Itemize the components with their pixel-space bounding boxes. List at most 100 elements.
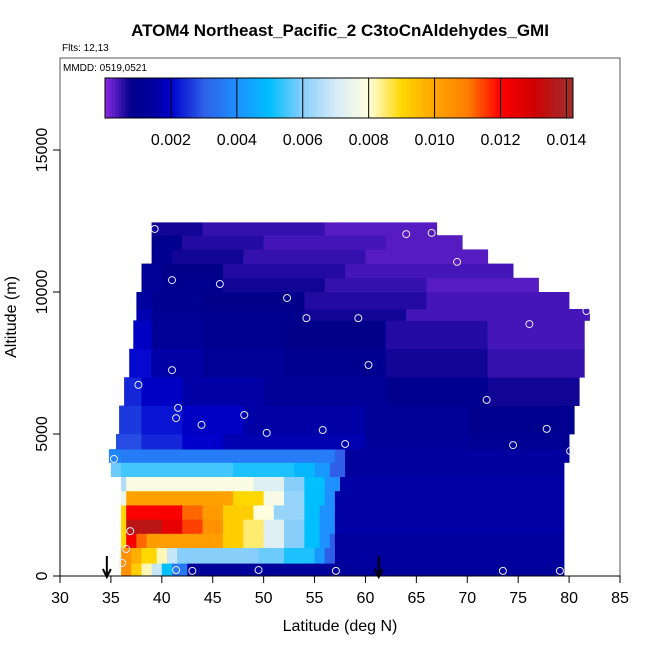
colorbar-segment (222, 78, 226, 118)
observation-point (354, 314, 363, 323)
colorbar-segment (195, 78, 200, 118)
colorbar-segment (395, 78, 400, 118)
heatmap-cell (314, 547, 326, 564)
heatmap-cell (222, 533, 244, 548)
observation-point (254, 566, 263, 575)
heatmap-cell (222, 434, 366, 450)
colorbar-segment (265, 78, 270, 118)
x-tick-label: 70 (458, 590, 476, 607)
colorbar-segment (526, 78, 530, 118)
colorbar-segment (288, 78, 293, 118)
observation-point (262, 428, 271, 437)
colorbar-segment (566, 78, 571, 118)
colorbar-segment (462, 78, 467, 118)
heatmap-cell (151, 348, 203, 378)
heatmap-cell (319, 533, 331, 548)
colorbar-segment (258, 78, 263, 118)
heatmap-cell (258, 547, 285, 564)
colorbar-segment (362, 78, 367, 118)
observation-point (168, 366, 176, 375)
colorbar-segment (429, 78, 434, 118)
heatmap-cell (243, 249, 366, 264)
colorbar-segment (168, 78, 173, 118)
colorbar-segment (425, 78, 430, 118)
colorbar-segment (121, 78, 126, 118)
heatmap-cell (233, 462, 295, 477)
colorbar-segment (399, 78, 403, 118)
heatmap-cell (161, 263, 224, 279)
heatmap-cell (161, 563, 173, 577)
colorbar-segment (536, 78, 540, 118)
colorbar-segment (292, 78, 296, 118)
heatmap-cell (426, 292, 570, 310)
heatmap-cell (304, 519, 321, 534)
heatmap-cell (116, 434, 142, 450)
colorbar-segment (563, 78, 567, 118)
observation-point (453, 257, 462, 266)
colorbar-segment (282, 78, 286, 118)
observation-point (118, 558, 127, 567)
heatmap-cell (324, 547, 336, 564)
colorbar-segment (435, 78, 440, 118)
flight-arrows (101, 556, 384, 580)
heatmap-cell (487, 377, 580, 406)
colorbar-tick-label: 0.010 (415, 132, 455, 149)
heatmap-cell (151, 235, 183, 250)
colorbar-segment (242, 78, 246, 118)
colorbar-segment (312, 78, 317, 118)
heatmap-cell (284, 320, 387, 350)
colorbar-frame (104, 77, 574, 119)
colorbar-segment (181, 78, 186, 118)
colorbar-segment (191, 78, 196, 118)
colorbar-segment (482, 78, 487, 118)
heatmap-cell (131, 563, 142, 577)
heatmap-cell (304, 533, 321, 548)
colorbar-segment (178, 78, 183, 118)
colorbar-segment (201, 78, 206, 118)
colorbar-segment (342, 78, 347, 118)
heatmap-cell (253, 476, 285, 492)
colorbar-segment (329, 78, 333, 118)
colorbar-segment (446, 78, 450, 118)
observation-point (215, 280, 224, 289)
observation-point (566, 447, 575, 456)
heatmap-cell (202, 505, 224, 520)
heatmap-cell (487, 320, 585, 350)
heatmap-cell (243, 519, 265, 534)
colorbar-tick-label: 0.004 (217, 132, 257, 149)
heatmap-cell (345, 263, 514, 279)
x-tick-label: 65 (407, 590, 425, 607)
heatmap-cell (141, 277, 163, 293)
colorbar-segment (332, 78, 337, 118)
heatmap-cell (151, 563, 163, 577)
heatmap-cell (202, 320, 285, 350)
colorbar-segment (228, 78, 233, 118)
heatmap-cell (133, 320, 152, 350)
heatmap-cell (126, 533, 137, 548)
heatmap-cell (136, 309, 153, 321)
chart-title: ATOM4 Northeast_Pacific_2 C3toCnAldehyde… (131, 21, 549, 40)
heatmap-cell (304, 490, 326, 506)
colorbar-segment (476, 78, 480, 118)
heatmap-cell (365, 249, 489, 264)
colorbar-segment (412, 78, 417, 118)
heatmap-cell (284, 348, 387, 378)
arrow-down-icon (373, 568, 384, 580)
heatmap-cell (119, 405, 142, 435)
observation-point (126, 527, 135, 536)
colorbar-segment (365, 78, 370, 118)
heatmap-cell (121, 519, 127, 534)
colorbar-segment (379, 78, 383, 118)
observation-point (341, 439, 350, 448)
colorbar-segment (245, 78, 250, 118)
colorbar-segment (506, 78, 510, 118)
heatmap-cell (141, 434, 183, 450)
observation-point (109, 454, 118, 463)
observation-point (188, 566, 197, 575)
heatmap-cell (324, 222, 438, 236)
colorbar-segment (385, 78, 390, 118)
colorbar-segment (115, 78, 119, 118)
y-axis: 0 5000 10000 15000 (34, 128, 61, 580)
observation-point (498, 566, 507, 575)
colorbar-segment (131, 78, 136, 118)
